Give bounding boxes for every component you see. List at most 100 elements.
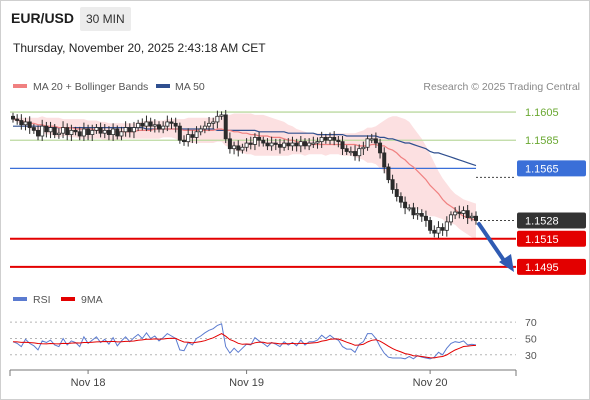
candle [257, 131, 262, 147]
candle [136, 119, 141, 132]
candle [265, 138, 270, 151]
price-levels [10, 111, 516, 268]
forecast-arrow-shaft [477, 222, 507, 264]
candle-body [378, 142, 383, 154]
rsi-ma-legend-label: 9MA [81, 294, 103, 306]
candle-body [411, 207, 416, 216]
candle [190, 130, 195, 144]
candle-body [182, 139, 187, 143]
candle [15, 114, 20, 125]
candle [10, 112, 15, 123]
candle [282, 139, 287, 151]
candle [123, 121, 128, 137]
candle-body [461, 210, 466, 214]
candle-body [48, 127, 53, 133]
timeframe-button[interactable]: 30 MIN [80, 7, 131, 31]
candle [161, 121, 166, 134]
candle-body [161, 125, 166, 130]
candle [398, 192, 403, 208]
candle [77, 126, 82, 141]
bollinger-bands [13, 113, 476, 239]
candle [411, 202, 416, 220]
candle-body [419, 213, 424, 217]
candle-body [177, 125, 182, 141]
rsi-tick-label: 30 [525, 350, 537, 362]
candle [465, 204, 470, 224]
candle [219, 111, 224, 120]
candle-body [106, 129, 111, 135]
candle-body [340, 141, 345, 150]
forecast-arrow [477, 222, 514, 272]
support-level-tag [517, 258, 586, 275]
candle-body [31, 127, 36, 131]
candle-body [328, 137, 333, 141]
candle-body [394, 189, 399, 197]
candle-body [315, 141, 320, 144]
candle [248, 136, 253, 150]
candle-body [186, 134, 191, 143]
candle [269, 136, 274, 151]
candle [98, 122, 103, 138]
candle-body [357, 148, 362, 157]
candle [252, 133, 257, 151]
candle [244, 138, 249, 152]
ma50-line [13, 125, 477, 167]
candle-body [40, 125, 45, 137]
level-labels: 1.1605 1.1585 1.1565 1.1528 1.1515 1.1495 [517, 107, 586, 275]
candle [144, 115, 149, 132]
candle [328, 132, 333, 145]
current-price-tag [517, 212, 586, 229]
candle-body [115, 128, 120, 137]
candle [52, 124, 57, 139]
rsi-legend-label: RSI [33, 294, 51, 306]
ma20-legend-swatch [13, 84, 27, 88]
candle [44, 121, 49, 138]
candle [357, 144, 362, 162]
candle [365, 135, 370, 151]
candle [31, 124, 36, 134]
candle [373, 132, 378, 148]
rsi-tick-label: 70 [525, 317, 537, 329]
candle [69, 124, 74, 141]
candle-body [261, 139, 266, 144]
candle [311, 136, 316, 148]
candle-body [453, 211, 458, 216]
candle-body [407, 207, 412, 210]
candle-body [390, 179, 395, 190]
candle-body [127, 127, 132, 133]
candle [348, 146, 353, 156]
candle-body [273, 142, 278, 145]
pivot-level-tag [517, 160, 586, 177]
candle-body [286, 142, 291, 147]
candle [194, 126, 199, 144]
candle-body [90, 129, 95, 135]
candle-body [311, 142, 316, 145]
candle [319, 131, 324, 148]
candle-body [227, 138, 232, 150]
candle-body [428, 220, 433, 231]
candle-body [136, 122, 141, 128]
candle-body [73, 129, 78, 133]
resistance-level-label: 1.1585 [525, 135, 559, 147]
candle-body [77, 131, 82, 137]
candle [307, 138, 312, 151]
candle [40, 119, 45, 141]
candle [432, 225, 437, 238]
candle-body [257, 137, 262, 141]
candle [156, 121, 161, 133]
candle [444, 216, 449, 237]
candle [453, 207, 458, 220]
candle [65, 123, 70, 141]
candle-body [361, 146, 366, 150]
candle-body [23, 121, 28, 126]
candle-body [98, 127, 103, 134]
candle [227, 132, 232, 154]
candle-body [152, 124, 157, 127]
timestamp: Thursday, November 20, 2025 2:43:18 AM C… [13, 41, 266, 55]
candle-body [403, 201, 408, 209]
candle-body [61, 127, 66, 134]
candle-body [348, 151, 353, 154]
candle [344, 145, 349, 156]
candle [332, 131, 337, 146]
